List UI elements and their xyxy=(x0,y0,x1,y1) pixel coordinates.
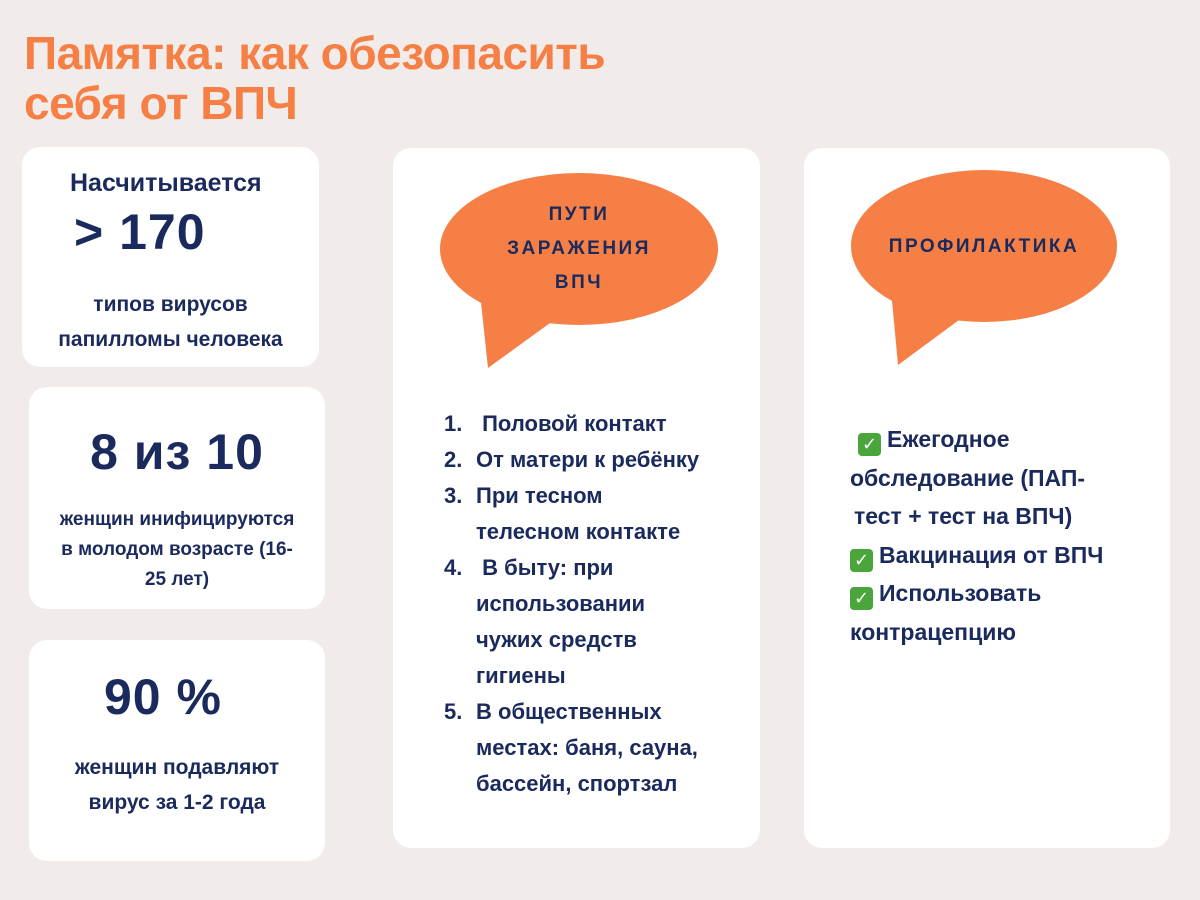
prevention-item-text: Ежегодное xyxy=(887,426,1010,452)
page-title-line2: себя от ВПЧ xyxy=(24,77,298,129)
transmission-item-line: В быту: при xyxy=(476,555,614,580)
list-number: 3. xyxy=(444,483,463,508)
stat-description: типов вирусов папилломы человека xyxy=(22,287,319,357)
transmission-item-line: гигиены xyxy=(476,663,566,688)
stat-description-line: типов вирусов xyxy=(93,293,248,316)
bubble-label-line: ЗАРАЖЕНИЯ xyxy=(507,238,651,259)
bubble-label: ПРОФИЛАКТИКА xyxy=(888,236,1080,257)
stat-card-virus-types: Насчитывается > 170 типов вирусов папилл… xyxy=(22,147,319,367)
page-title: Памятка: как обезопасить себя от ВПЧ xyxy=(24,27,606,129)
stat-lead-text: Насчитывается xyxy=(70,169,262,197)
stat-description: женщин подавляют вирус за 1-2 года xyxy=(29,750,325,820)
stat-card-infection-rate: 8 из 10 женщин инифицируются в молодом в… xyxy=(29,387,325,609)
page-title-line1: Памятка: как обезопасить xyxy=(24,27,606,79)
prevention-card: ПРОФИЛАКТИКА ✓ Ежегодное обследование (ПА… xyxy=(804,148,1170,848)
stat-description-line: вирус за 1-2 года xyxy=(88,791,266,814)
transmission-item: 1. Половой контакт xyxy=(444,406,699,442)
list-number: 5. xyxy=(444,699,463,724)
stat-description: женщин инифицируются в молодом возрасте … xyxy=(29,505,325,595)
stat-description-line: женщин инифицируются xyxy=(59,509,295,530)
transmission-card: ПУТИ ЗАРАЖЕНИЯ ВПЧ 1. Половой контакт 2. О… xyxy=(393,148,760,848)
bubble-label: ПУТИ ЗАРАЖЕНИЯ ВПЧ xyxy=(440,198,718,300)
transmission-item-line: От матери к ребёнку xyxy=(476,447,700,472)
stat-description-line: 25 лет) xyxy=(144,569,210,590)
transmission-item-line: Половой контакт xyxy=(476,411,667,436)
prevention-item: ✓ Ежегодное xyxy=(850,420,1103,459)
transmission-item-line: телесном контакте xyxy=(476,519,681,544)
list-number: 2. xyxy=(444,447,463,472)
transmission-item-line: В общественных xyxy=(476,699,662,724)
stat-card-clearance: 90 % женщин подавляют вирус за 1-2 года xyxy=(29,640,325,861)
prevention-item-continuation: тест + тест на ВПЧ) xyxy=(854,503,1073,529)
transmission-item: 4. В быту: при использовании чужих средств… xyxy=(444,550,699,694)
check-mark-icon: ✓ xyxy=(858,433,881,456)
stat-value: > 170 xyxy=(74,204,206,260)
speech-bubble-icon xyxy=(440,173,718,368)
stat-value: 90 % xyxy=(104,669,222,725)
transmission-item-line: бассейн, спортзал xyxy=(476,771,678,796)
stat-value: 8 из 10 xyxy=(90,424,264,480)
check-mark-icon: ✓ xyxy=(850,587,873,610)
stat-description-line: в молодом возрасте (16- xyxy=(61,539,293,560)
transmission-item: 5. В общественных местах: баня, сауна, басс… xyxy=(444,694,699,802)
check-mark-icon: ✓ xyxy=(850,548,873,572)
transmission-item-line: использовании xyxy=(476,591,646,616)
prevention-item-continuation: обследование (ПАП- xyxy=(850,464,1086,491)
bubble-label-line: ВПЧ xyxy=(554,272,604,293)
list-number: 4. xyxy=(444,555,463,580)
transmission-item: 3. При тесном телесном контакте xyxy=(444,478,699,550)
transmission-item-line: местах: баня, сауна, xyxy=(476,735,698,760)
stat-description-line: женщин подавляют xyxy=(74,756,280,779)
transmission-item: 2. От матери к ребёнку xyxy=(444,442,699,478)
transmission-item-line: чужих средств xyxy=(476,627,637,652)
prevention-item: ✓ Использовать xyxy=(850,574,1103,613)
transmission-list: 1. Половой контакт 2. От матери к ребёнку 3… xyxy=(444,406,699,802)
prevention-list: ✓ Ежегодное обследование (ПАП- тест + тес… xyxy=(850,420,1103,651)
bubble-label-line: ПУТИ xyxy=(548,204,610,225)
stat-description-line: папилломы человека xyxy=(58,328,283,351)
list-number: 1. xyxy=(444,411,463,436)
speech-bubble-icon xyxy=(851,170,1117,365)
prevention-item: ✓ Вакцинация от ВПЧ xyxy=(850,536,1103,575)
transmission-item-line: При тесном xyxy=(476,483,603,508)
prevention-item-text: Вакцинация от ВПЧ xyxy=(879,541,1104,568)
prevention-item-continuation: контрацепцию xyxy=(850,618,1016,645)
prevention-item-text: Использовать xyxy=(879,580,1042,606)
